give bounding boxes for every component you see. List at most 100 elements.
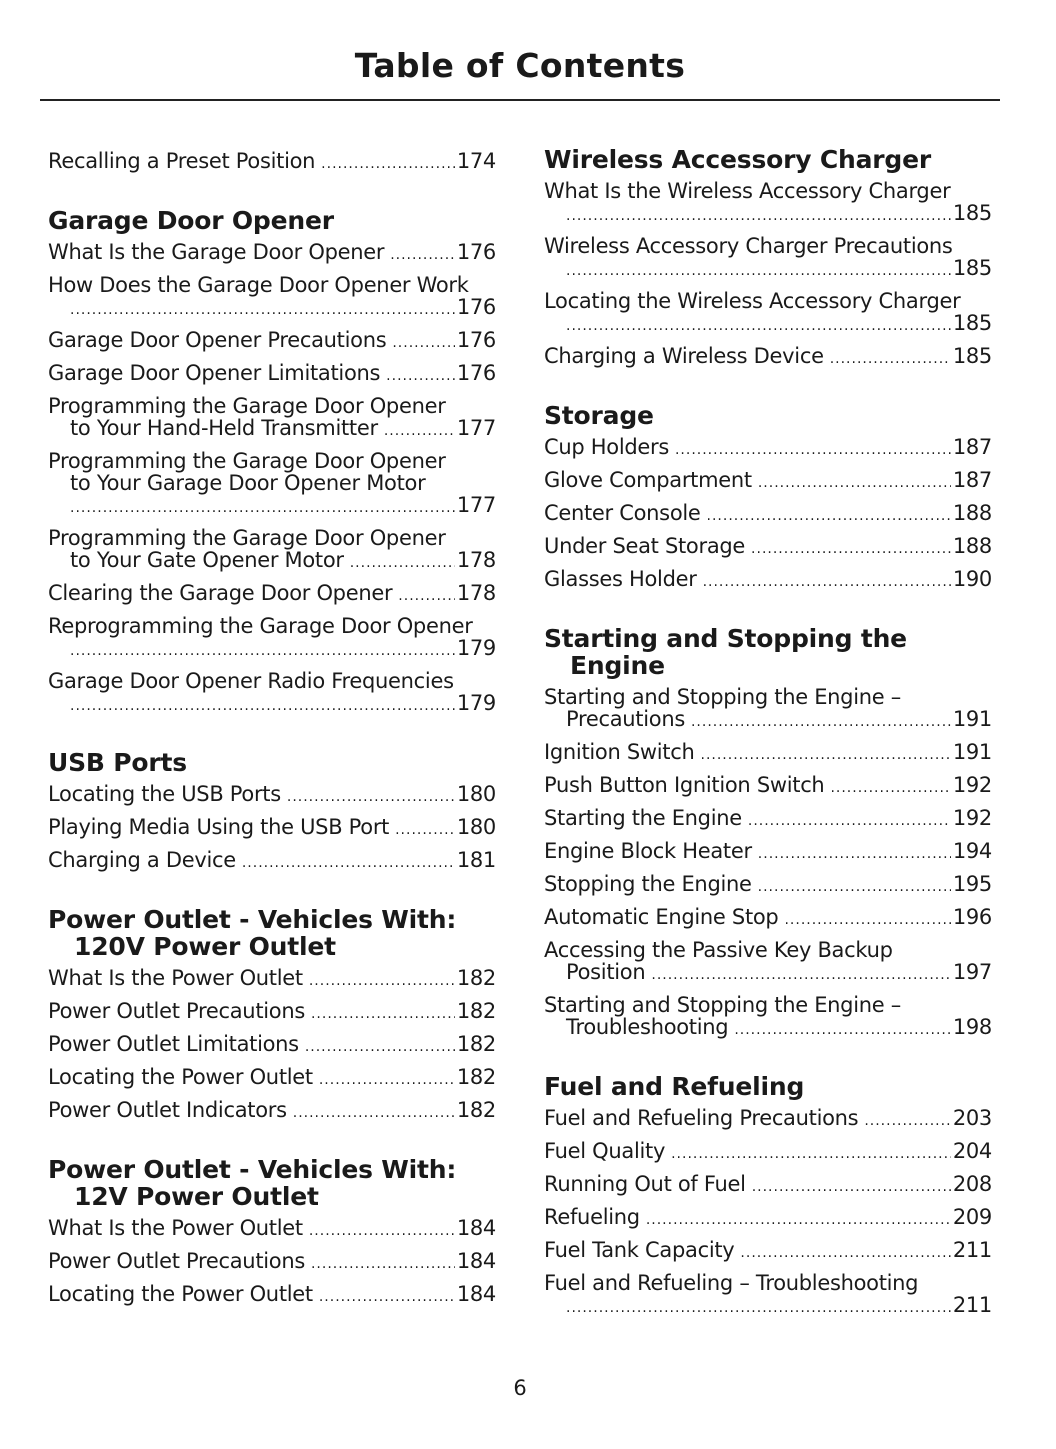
entry-line: Programming the Garage Door Opener (48, 450, 496, 472)
toc-entry[interactable]: Ignition Switch 191 (544, 737, 992, 770)
toc-entry[interactable]: What Is the Wireless Accessory Charger18… (544, 176, 992, 231)
entry-page-number[interactable]: 182 (456, 1065, 496, 1089)
dot-leader (386, 365, 455, 387)
dot-leader (758, 843, 951, 865)
entry-page-number[interactable]: 185 (952, 344, 992, 368)
entry-page-number[interactable]: 179 (456, 691, 496, 715)
toc-entry[interactable]: Center Console 188 (544, 498, 992, 531)
toc-entry[interactable]: Locating the USB Ports 180 (48, 779, 496, 812)
entry-page-number[interactable]: 176 (456, 361, 496, 385)
entry-page-number[interactable]: 195 (952, 872, 992, 896)
toc-entry[interactable]: How Does the Garage Door Opener Work176 (48, 270, 496, 325)
entry-title: How Does the Garage Door Opener Work (48, 273, 469, 297)
toc-entry[interactable]: Charging a Device 181 (48, 845, 496, 878)
entry-page-number[interactable]: 204 (952, 1139, 992, 1163)
toc-entry[interactable]: Locating the Power Outlet 182 (48, 1062, 496, 1095)
toc-entry[interactable]: Stopping the Engine 195 (544, 869, 992, 902)
entry-page-number[interactable]: 182 (456, 1032, 496, 1056)
toc-entry[interactable]: Power Outlet Indicators 182 (48, 1095, 496, 1128)
entry-page-number[interactable]: 178 (456, 548, 496, 572)
toc-entry[interactable]: Locating the Wireless Accessory Charger1… (544, 286, 992, 341)
entry-page-number[interactable]: 185 (952, 201, 992, 225)
toc-entry[interactable]: What Is the Garage Door Opener 176 (48, 237, 496, 270)
toc-entry[interactable]: Running Out of Fuel 208 (544, 1169, 992, 1202)
toc-entry[interactable]: Programming the Garage Door Opener to You… (48, 523, 496, 578)
toc-entry[interactable]: Starting and Stopping the Engine – Troubl… (544, 990, 992, 1045)
toc-entry[interactable]: Fuel Quality 204 (544, 1136, 992, 1169)
entry-page-number[interactable]: 177 (456, 493, 496, 517)
toc-entry[interactable]: Locating the Power Outlet 184 (48, 1279, 496, 1312)
entry-page-number[interactable]: 187 (952, 468, 992, 492)
toc-entry[interactable]: Charging a Wireless Device 185 (544, 341, 992, 374)
entry-page-number[interactable]: 188 (952, 501, 992, 525)
entry-page-number[interactable]: 188 (952, 534, 992, 558)
toc-entry[interactable]: Garage Door Opener Limitations 176 (48, 358, 496, 391)
entry-page-number[interactable]: 192 (952, 773, 992, 797)
entry-title: Locating the Power Outlet (48, 1282, 313, 1306)
toc-entry[interactable]: Cup Holders 187 (544, 432, 992, 465)
toc-entry[interactable]: Starting the Engine 192 (544, 803, 992, 836)
toc-entry[interactable]: Playing Media Using the USB Port 180 (48, 812, 496, 845)
toc-entry[interactable]: Engine Block Heater 194 (544, 836, 992, 869)
entry-page-number[interactable]: 176 (456, 240, 496, 264)
entry-page-number[interactable]: 211 (952, 1238, 992, 1262)
toc-entry[interactable]: Accessing the Passive Key Backup Position… (544, 935, 992, 990)
entry-page-number[interactable]: 181 (456, 848, 496, 872)
toc-entry[interactable]: Reprogramming the Garage Door Opener179 (48, 611, 496, 666)
entry-page-number[interactable]: 176 (456, 328, 496, 352)
toc-entry[interactable]: Glasses Holder 190 (544, 564, 992, 597)
toc-entry[interactable]: Starting and Stopping the Engine – Precau… (544, 682, 992, 737)
toc-entry[interactable]: Power Outlet Precautions 182 (48, 996, 496, 1029)
entry-page-number[interactable]: 194 (952, 839, 992, 863)
toc-entry[interactable]: Garage Door Opener Precautions 176 (48, 325, 496, 358)
toc-entry[interactable]: Programming the Garage Door Opener to You… (48, 446, 496, 523)
entry-page-number[interactable]: 184 (456, 1249, 496, 1273)
toc-entry[interactable]: Power Outlet Limitations 182 (48, 1029, 496, 1062)
entry-page-number[interactable]: 185 (952, 311, 992, 335)
entry-page-number[interactable]: 180 (456, 815, 496, 839)
entry-page-number[interactable]: 178 (456, 581, 496, 605)
entry-page-number[interactable]: 208 (952, 1172, 992, 1196)
toc-entry[interactable]: Fuel Tank Capacity 211 (544, 1235, 992, 1268)
toc-entry[interactable]: What Is the Power Outlet 184 (48, 1213, 496, 1246)
entry-page-number[interactable]: 179 (456, 636, 496, 660)
entry-page-number[interactable]: 190 (952, 567, 992, 591)
entry-line: What Is the Power Outlet 182 (48, 967, 496, 992)
entry-page-number[interactable]: 174 (456, 149, 496, 173)
entry-page-number[interactable]: 211 (952, 1293, 992, 1317)
dot-leader (740, 1242, 950, 1264)
toc-entry[interactable]: Programming the Garage Door Opener to You… (48, 391, 496, 446)
toc-entry[interactable]: Push Button Ignition Switch 192 (544, 770, 992, 803)
entry-page-number[interactable]: 177 (456, 416, 496, 440)
entry-page-number[interactable]: 182 (456, 999, 496, 1023)
toc-section: Garage Door Opener What Is the Garage Doo… (48, 207, 496, 721)
entry-page-number[interactable]: 197 (952, 960, 992, 984)
entry-page-number[interactable]: 203 (952, 1106, 992, 1130)
toc-entry[interactable]: Under Seat Storage 188 (544, 531, 992, 564)
entry-page-number[interactable]: 184 (456, 1216, 496, 1240)
entry-page-number[interactable]: 191 (952, 740, 992, 764)
toc-entry[interactable]: Power Outlet Precautions 184 (48, 1246, 496, 1279)
toc-entry[interactable]: Automatic Engine Stop 196 (544, 902, 992, 935)
toc-entry[interactable]: Wireless Accessory Charger Precautions18… (544, 231, 992, 286)
entry-page-number[interactable]: 187 (952, 435, 992, 459)
toc-entry[interactable]: Refueling 209 (544, 1202, 992, 1235)
entry-page-number[interactable]: 176 (456, 295, 496, 319)
entry-page-number[interactable]: 191 (952, 707, 992, 731)
entry-page-number[interactable]: 182 (456, 966, 496, 990)
entry-page-number[interactable]: 182 (456, 1098, 496, 1122)
entry-page-number[interactable]: 185 (952, 256, 992, 280)
entry-page-number[interactable]: 198 (952, 1015, 992, 1039)
toc-entry[interactable]: Fuel and Refueling – Troubleshooting 211 (544, 1268, 992, 1323)
toc-entry[interactable]: What Is the Power Outlet 182 (48, 963, 496, 996)
toc-entry[interactable]: Recalling a Preset Position 174 (48, 146, 496, 179)
toc-entry[interactable]: Clearing the Garage Door Opener 178 (48, 578, 496, 611)
entry-page-number[interactable]: 209 (952, 1205, 992, 1229)
toc-entry[interactable]: Fuel and Refueling Precautions 203 (544, 1103, 992, 1136)
toc-entry[interactable]: Garage Door Opener Radio Frequencies179 (48, 666, 496, 721)
entry-page-number[interactable]: 196 (952, 905, 992, 929)
entry-page-number[interactable]: 184 (456, 1282, 496, 1306)
entry-page-number[interactable]: 180 (456, 782, 496, 806)
entry-page-number[interactable]: 192 (952, 806, 992, 830)
toc-entry[interactable]: Glove Compartment 187 (544, 465, 992, 498)
